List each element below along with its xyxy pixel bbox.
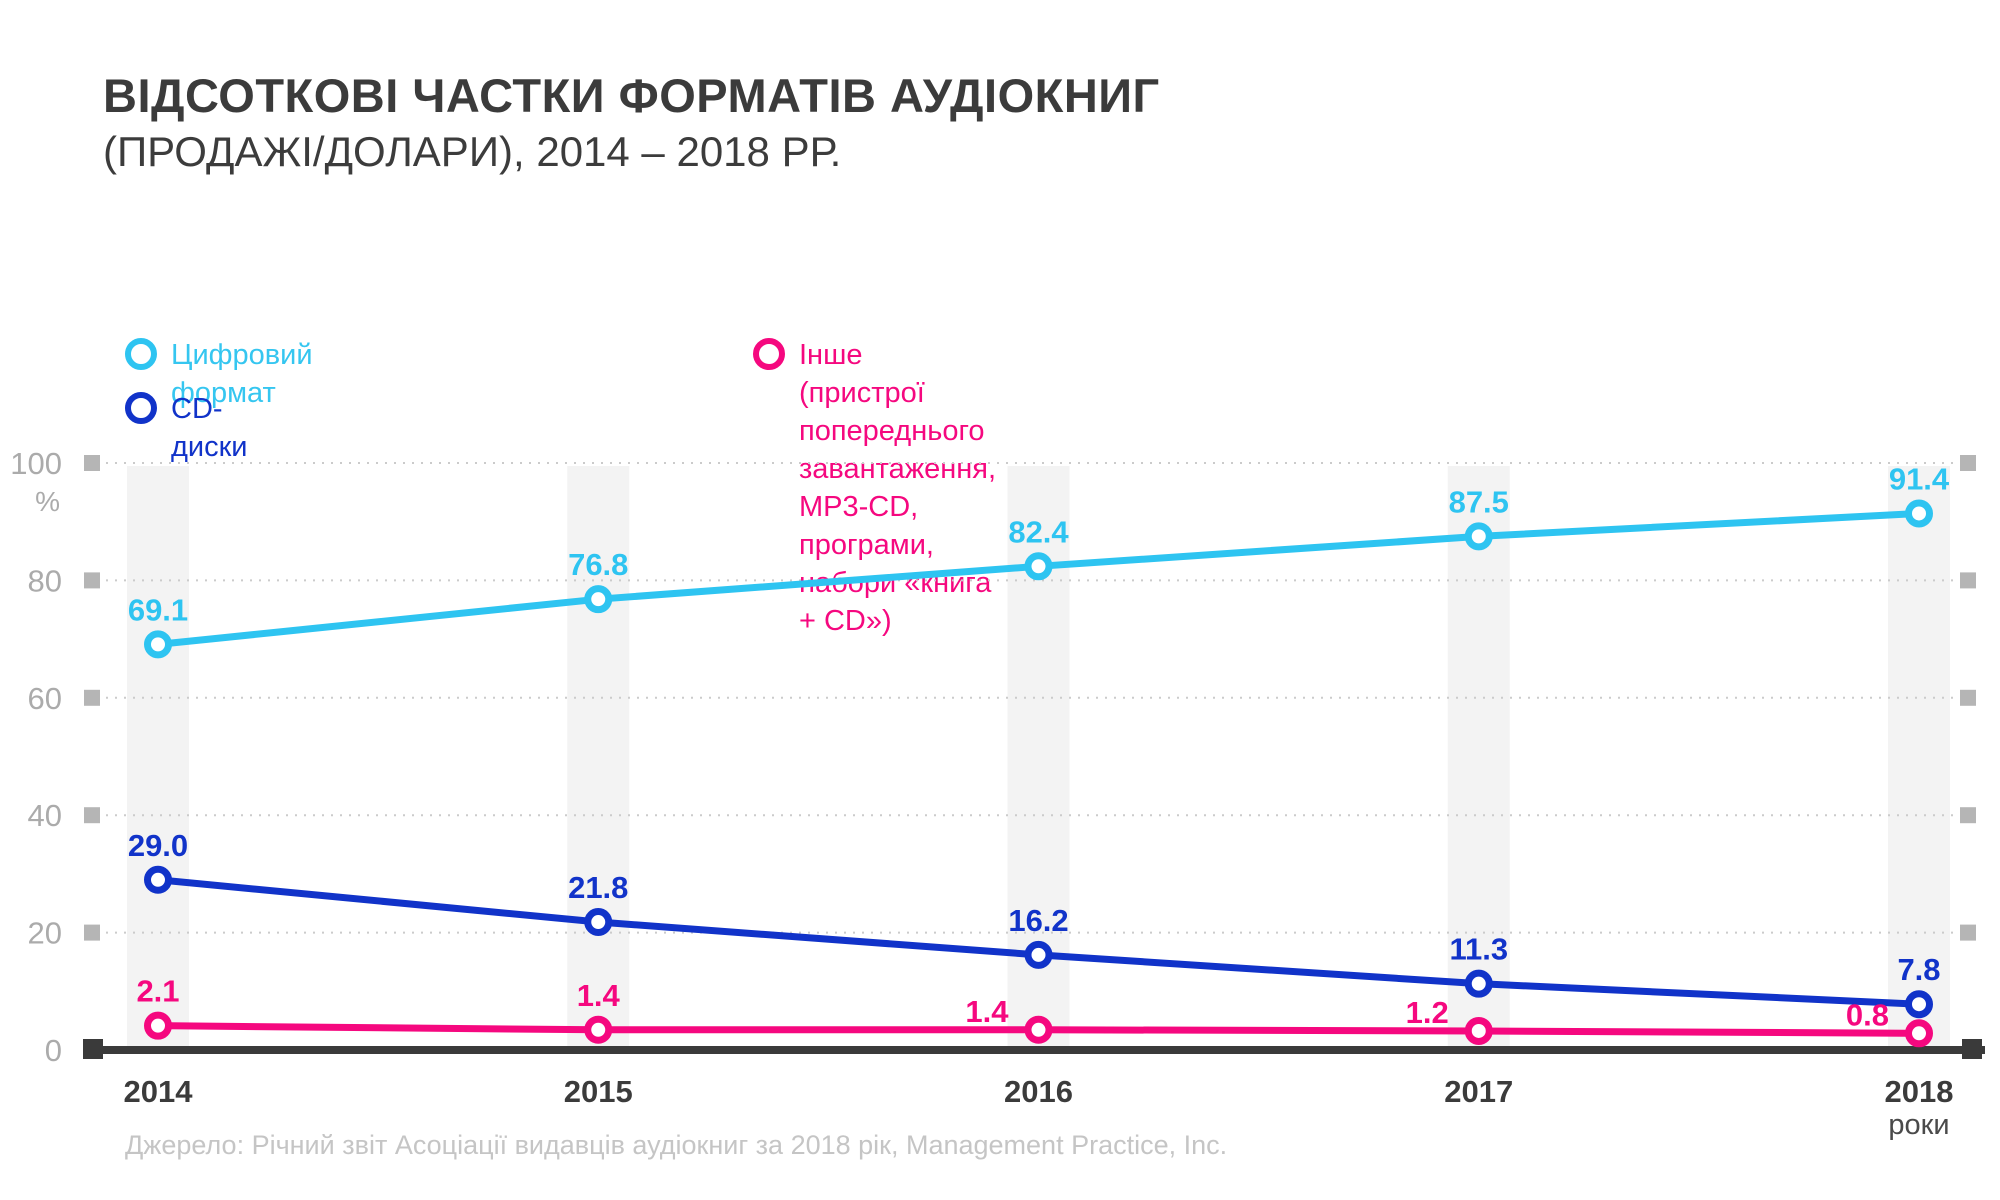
page-title: ВІДСОТКОВІ ЧАСТКИ ФОРМАТІВ АУДІОКНИГ (103, 69, 1160, 122)
y-axis-label-100: 100 (10, 446, 62, 481)
baseline-right-cap (1962, 1039, 1982, 1059)
y-axis-label-80: 80 (28, 563, 62, 598)
y-tick-left-20 (84, 924, 100, 941)
baseline-left-cap (83, 1039, 103, 1059)
data-point-2-2014 (144, 1011, 172, 1040)
y-axis-label-60: 60 (28, 681, 62, 716)
legend-item-digital: Цифровий формат (125, 336, 313, 412)
data-point-1-2016 (1024, 940, 1053, 969)
y-axis-unit: % (35, 486, 60, 517)
x-axis-baseline (85, 1046, 1985, 1054)
year-band-2018 (1888, 466, 1950, 1046)
value-label-2-2015: 1.4 (577, 978, 621, 1013)
legend-label-digital: Цифровий формат (171, 339, 313, 409)
legend-label-cd: CD-диски (171, 393, 248, 463)
data-point-2-2015 (584, 1015, 613, 1044)
value-label-1-2016: 16.2 (1008, 903, 1068, 938)
value-label-2-2018: 0.8 (1846, 997, 1889, 1032)
data-point-0-2017 (1464, 522, 1493, 551)
x-axis-label-2016: 2016 (1004, 1074, 1073, 1109)
legend-ring-icon-digital (125, 338, 157, 370)
value-label-2-2016: 1.4 (965, 994, 1009, 1029)
source-note: Джерело: Річний звіт Асоціації видавців … (125, 1130, 1228, 1160)
x-axis-label-2017: 2017 (1444, 1074, 1513, 1109)
year-band-2015 (567, 466, 630, 1046)
value-label-1-2017: 11.3 (1449, 932, 1508, 967)
data-point-0-2016 (1024, 552, 1053, 581)
y-tick-right-20 (1960, 924, 1976, 941)
data-point-2-2018 (1905, 1019, 1933, 1048)
year-band-2017 (1447, 466, 1510, 1046)
y-tick-right-80 (1960, 572, 1976, 589)
y-tick-left-100 (84, 455, 100, 471)
x-axis-label-2015: 2015 (564, 1074, 633, 1109)
data-point-0-2018 (1905, 499, 1933, 528)
value-label-0-2016: 82.4 (1008, 514, 1069, 549)
value-label-0-2014: 69.1 (128, 592, 188, 627)
legend-label-other-line1: Інше (пристрої попереднього завантаження… (799, 339, 997, 485)
y-axis-label-40: 40 (28, 798, 62, 833)
x-axis-label-2014: 2014 (124, 1074, 194, 1109)
legend-ring-icon-other (753, 338, 785, 370)
y-tick-right-100 (1960, 455, 1976, 471)
value-label-2-2014: 2.1 (136, 974, 179, 1009)
data-point-0-2014 (144, 630, 172, 659)
x-axis-unit: роки (1888, 1109, 1949, 1141)
legend-item-cd: CD-диски (125, 390, 248, 466)
y-tick-left-40 (84, 807, 100, 824)
data-point-1-2018 (1905, 990, 1933, 1019)
y-axis-label-20: 20 (28, 916, 62, 951)
y-axis-label-0: 0 (45, 1033, 62, 1068)
x-axis-label-2018: 2018 (1885, 1074, 1954, 1109)
y-tick-left-80 (84, 572, 100, 589)
value-label-1-2018: 7.8 (1897, 952, 1940, 987)
y-tick-left-60 (84, 689, 100, 706)
page-subtitle: (ПРОДАЖІ/ДОЛАРИ), 2014 – 2018 РР. (103, 128, 842, 175)
data-point-0-2015 (584, 585, 613, 614)
value-label-1-2014: 29.0 (128, 828, 188, 863)
y-tick-right-40 (1960, 807, 1976, 824)
data-point-2-2017 (1464, 1016, 1493, 1045)
value-label-2-2017: 1.2 (1406, 995, 1449, 1030)
year-band-2014 (127, 466, 189, 1046)
value-label-0-2018: 91.4 (1889, 461, 1950, 496)
data-point-2-2016 (1024, 1015, 1053, 1044)
legend-ring-icon-cd (125, 392, 157, 424)
y-tick-right-60 (1960, 689, 1976, 706)
data-point-1-2015 (584, 908, 613, 937)
value-label-1-2015: 21.8 (568, 870, 628, 905)
data-point-1-2017 (1464, 969, 1493, 998)
data-point-1-2014 (144, 865, 172, 894)
value-label-0-2017: 87.5 (1449, 484, 1509, 519)
value-label-0-2015: 76.8 (568, 547, 628, 582)
